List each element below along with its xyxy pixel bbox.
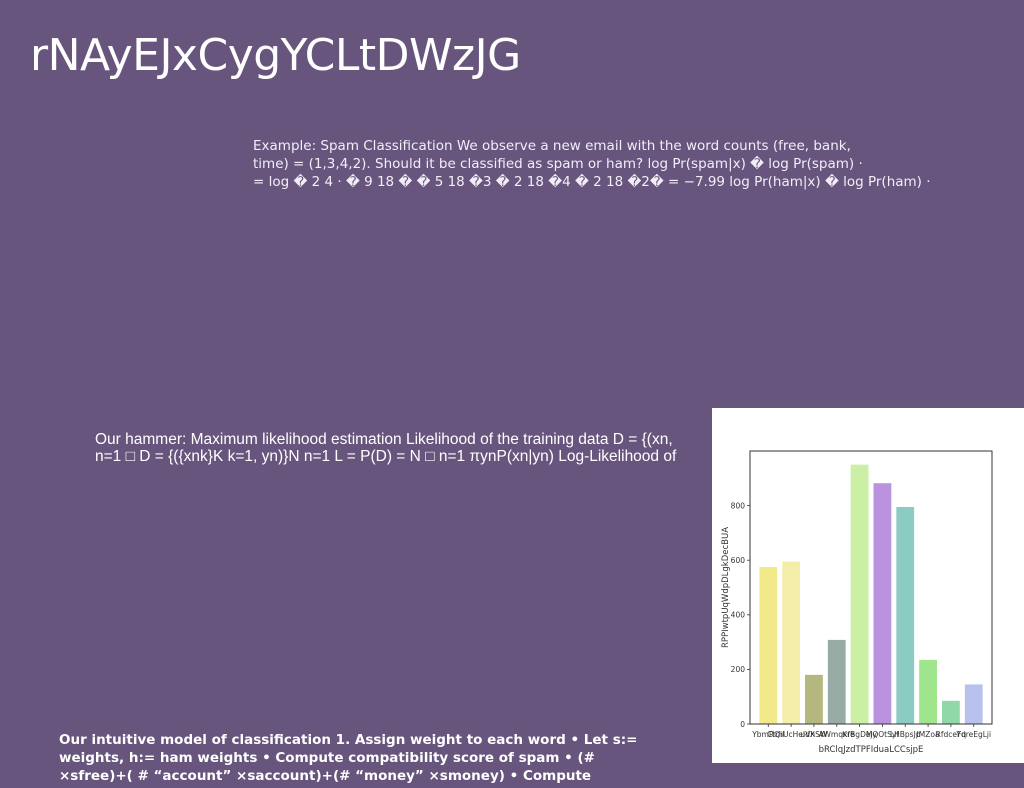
text-line: = log � 2 4 · � 9 18 � � 5 18 �3 � 2 18 … (253, 174, 931, 190)
x-tick-label: CtrhUcHeIdX (767, 730, 815, 739)
x-tick-label: YbmRQiI (751, 730, 784, 739)
bar-YbmRQiI (759, 567, 778, 724)
text-line: Our hammer: Maximum likelihood estimatio… (95, 431, 673, 448)
x-tick-label: IMZoa (917, 730, 940, 739)
bar-AWmqxfe (827, 639, 846, 724)
x-axis-label: bRClqJzdTPFIduaLCCsjpE (819, 745, 924, 755)
bar-CtrhUcHeIdX (782, 561, 800, 724)
bar-MQOtSyf (873, 483, 892, 724)
bar-IMZoa (919, 659, 937, 724)
x-axis: YbmRQiICtrhUcHeIdXuVhSWAWmqxfeKrBgDejyMQ… (751, 724, 991, 739)
x-tick-label: KrBgDejy (842, 730, 877, 739)
x-tick-label: YdreEgLji (955, 730, 991, 739)
text-line: Our intuitive model of classification 1.… (59, 732, 638, 748)
y-tick-label: 0 (740, 720, 745, 729)
text-line: ×sfree)+( # “account” ×saccount)+(# “mon… (59, 768, 592, 784)
text-line: time) = (1,3,4,2). Should it be classifi… (253, 156, 863, 172)
bar-chart-panel: 0 200 400 600 800 YbmRQiI CtrhUcHeIdX uVhSW AWm… (712, 408, 1024, 763)
text-line: weights, h:= ham weights • Compute compa… (59, 750, 595, 766)
slide-title: rNAyEJxCygYCLtDWzJG (30, 30, 521, 81)
x-tick-label: AWmqxfe (819, 730, 855, 739)
text-line: Example: Spam Classification We observe … (253, 138, 851, 154)
text-line: n=1 □ D = {({xnk}K k=1, yn)}N n=1 L = P(… (95, 448, 677, 465)
intuitive-model-text: Our intuitive model of classification 1.… (59, 731, 699, 785)
maximum-likelihood-text: Our hammer: Maximum likelihood estimatio… (95, 431, 705, 465)
x-tick-label: uVhSW (801, 730, 828, 739)
x-tick-label: MQOtSyf (866, 730, 899, 739)
spam-classification-example-text: Example: Spam Classification We observe … (253, 137, 931, 191)
bar-YdreEgLji (964, 684, 983, 724)
bar-KrBgDejy (850, 464, 869, 724)
y-tick-label: 600 (731, 556, 746, 565)
y-tick-label: 400 (731, 611, 746, 620)
x-tick-label: RfdceFq (936, 730, 967, 739)
bar-uVhSW (805, 674, 823, 724)
y-tick-label: 200 (731, 665, 746, 674)
plot-frame (749, 450, 993, 725)
y-axis-label: RPPIwtpUqWdpDLgkDecBUA (721, 527, 731, 648)
y-axis: 0 200 400 600 800 (731, 501, 750, 729)
bar-chart: 0 200 400 600 800 YbmRQiICtrhUcHeIdXuVhSWAWm… (721, 450, 993, 755)
y-tick-label: 800 (731, 501, 746, 510)
x-tick-label: LHBpsJp (890, 730, 921, 739)
bar-LHBpsJp (896, 506, 915, 724)
bar-RfdceFq (942, 700, 960, 724)
chart-bars (759, 464, 983, 724)
